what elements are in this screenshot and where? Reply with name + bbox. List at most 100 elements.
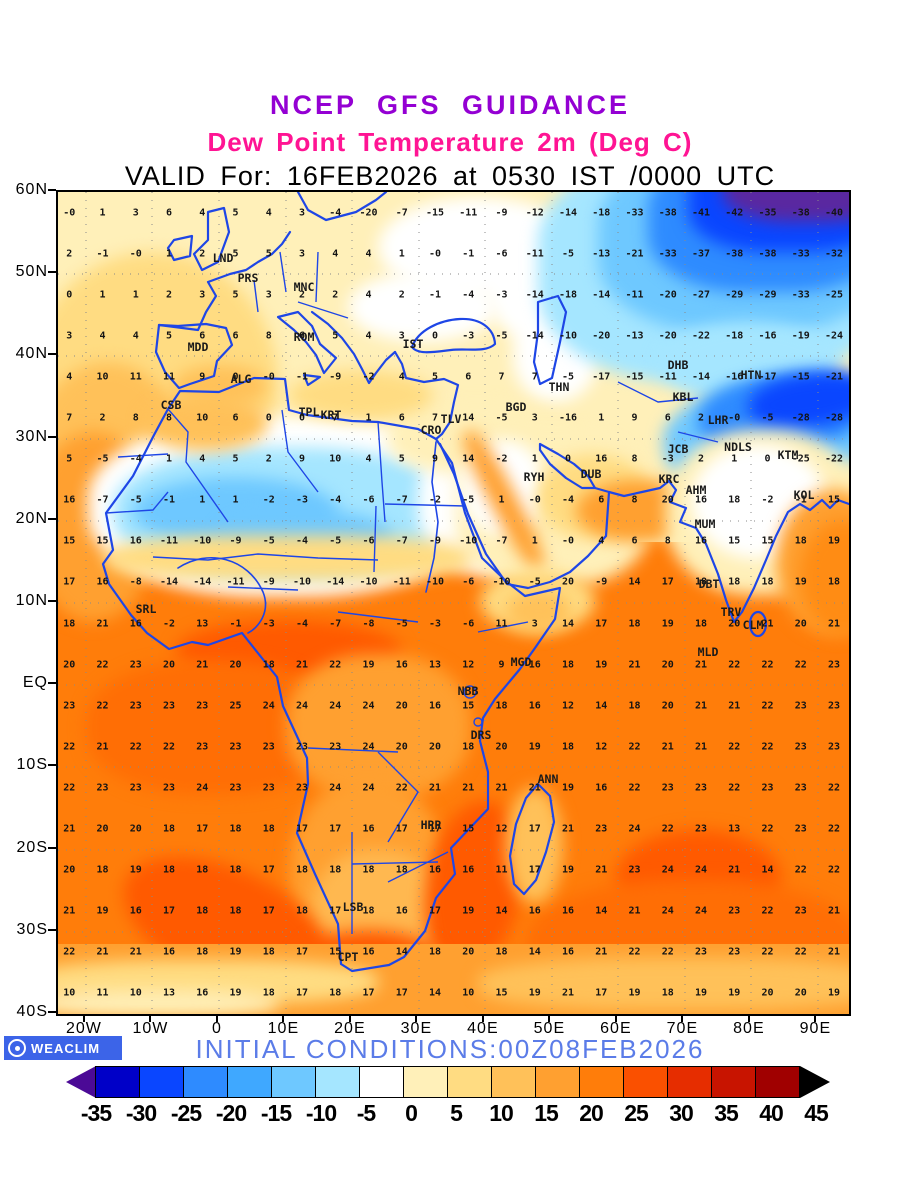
grid-value: 17: [595, 618, 608, 630]
grid-value: 19: [362, 659, 375, 671]
grid-value: -20: [592, 330, 611, 342]
grid-value: 11: [96, 987, 109, 999]
grid-value: 5: [232, 207, 239, 219]
grid-value: 15: [96, 535, 109, 547]
grid-value: 16: [129, 905, 142, 917]
grid-value: -4: [462, 289, 475, 301]
grid-value: 22: [794, 659, 807, 671]
grid-value: -9: [595, 576, 608, 588]
grid-value: 6: [598, 494, 605, 506]
grid-value: 2: [698, 453, 705, 465]
grid-value: 21: [628, 905, 641, 917]
grid-value: -17: [592, 371, 611, 383]
map-frame: -0 1 3 6 4 5 4 3 -4 -20 -7 -15 -11 -9 -12 -14 -18 -33 -38-…: [56, 190, 851, 1016]
colorbar-segment: [623, 1066, 668, 1098]
grid-value: -10: [193, 535, 212, 547]
lon-tick-label: 90E: [799, 1020, 832, 1037]
grid-value: 7: [66, 412, 73, 424]
grid-value: 0: [432, 330, 439, 342]
grid-value: -17: [758, 371, 777, 383]
grid-value: 9: [299, 453, 306, 465]
grid-value: -11: [525, 248, 544, 260]
grid-value: 23: [129, 659, 142, 671]
grid-value: 3: [299, 248, 306, 260]
grid-value: -24: [825, 330, 844, 342]
colorbar-label: 0: [405, 1100, 418, 1126]
grid-value: 17: [528, 823, 541, 835]
grid-value: 21: [63, 823, 76, 835]
station-label-mum: MUM: [694, 517, 716, 531]
grid-value: 19: [129, 864, 142, 876]
grid-value: 6: [232, 412, 239, 424]
grid-value: 22: [96, 659, 109, 671]
grid-value: -1: [163, 494, 176, 506]
lon-tick-mark: [747, 1014, 750, 1022]
grid-value: 5: [398, 453, 405, 465]
grid-value: 0: [299, 412, 306, 424]
grid-value: 23: [728, 905, 741, 917]
grid-value: 20: [63, 864, 76, 876]
grid-value: 19: [828, 535, 841, 547]
grid-value: 17: [296, 946, 309, 958]
grid-value: -33: [625, 207, 644, 219]
grid-value: -5: [96, 453, 109, 465]
grid-value: 21: [562, 823, 575, 835]
grid-value: 23: [828, 741, 841, 753]
grid-value: 11: [495, 618, 508, 630]
grid-value: 6: [465, 371, 472, 383]
station-label-jcb: JCB: [667, 442, 689, 456]
grid-value: 20: [495, 741, 508, 753]
grid-value: 23: [661, 782, 674, 794]
grid-value: 24: [628, 823, 641, 835]
station-label-lsb: LSB: [342, 900, 364, 914]
lat-tick-mark: [48, 271, 56, 274]
grid-value: -16: [559, 412, 578, 424]
grid-value: 17: [362, 987, 375, 999]
colorbar-label: 5: [450, 1100, 463, 1126]
grid-value: 17: [429, 905, 442, 917]
grid-value: -7: [395, 494, 408, 506]
grid-value: 21: [695, 741, 708, 753]
grid-value: 15: [728, 535, 741, 547]
lat-tick-mark: [48, 1011, 56, 1013]
grid-value: 20: [462, 946, 475, 958]
lon-tick-mark: [215, 1014, 218, 1022]
lat-tick-label: 40N: [15, 345, 48, 363]
grid-value: 19: [728, 987, 741, 999]
grid-value: 18: [196, 905, 209, 917]
colorbar-segment: [95, 1066, 140, 1098]
grid-value: 0: [265, 412, 272, 424]
grid-value: -22: [825, 453, 844, 465]
grid-value: 4: [365, 330, 372, 342]
station-label-mgd: MGD: [510, 655, 532, 669]
lat-tick-mark: [48, 517, 56, 520]
grid-value: -0: [63, 207, 76, 219]
grid-value: 21: [628, 659, 641, 671]
grid-value: 18: [761, 576, 774, 588]
colorbar-label: 20: [579, 1100, 604, 1126]
lon-tick-label: 0: [211, 1020, 222, 1037]
grid-value: -1: [462, 248, 475, 260]
grid-value: 16: [395, 659, 408, 671]
grid-value: 23: [329, 741, 342, 753]
grid-value: 21: [129, 946, 142, 958]
grid-value: 17: [395, 823, 408, 835]
grid-value: 22: [628, 782, 641, 794]
grid-value: 14: [395, 946, 408, 958]
grid-value: 17: [595, 987, 608, 999]
grid-value: 18: [229, 823, 242, 835]
grid-value: -6: [495, 248, 508, 260]
grid-value: 23: [728, 946, 741, 958]
grid-value: -5: [262, 535, 275, 547]
grid-value: 23: [262, 782, 275, 794]
grid-value: -5: [129, 494, 142, 506]
grid-value: 23: [828, 659, 841, 671]
grid-value: 21: [429, 782, 442, 794]
grid-value: -33: [658, 248, 677, 260]
grid-value: 22: [163, 741, 176, 753]
grid-value: 10: [129, 987, 142, 999]
grid-value: 18: [329, 987, 342, 999]
grid-value: 21: [462, 782, 475, 794]
grid-value: 17: [329, 823, 342, 835]
